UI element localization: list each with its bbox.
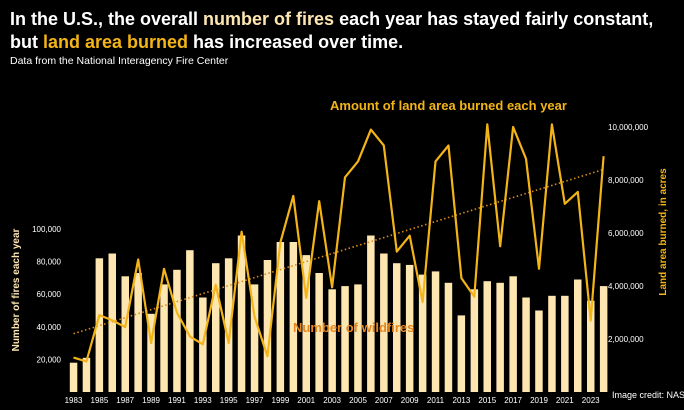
fires-bar-2000 [289, 242, 298, 392]
left-tick-label: 60,000 [37, 290, 62, 299]
x-tick-label: 2013 [453, 396, 471, 405]
fires-bar-2001 [302, 255, 310, 392]
left-axis-title: Number of fires each year [11, 228, 22, 351]
fires-bar-2006 [367, 235, 375, 392]
chart-headline: In the U.S., the overall number of fires… [10, 8, 682, 54]
fires-bar-1991 [173, 269, 181, 393]
fires-bar-2009 [405, 264, 414, 392]
fires-bar-2018 [522, 297, 530, 392]
x-tick-label: 1989 [142, 396, 160, 405]
fires-bar-2023 [587, 300, 595, 392]
right-tick-label: 4,000,000 [608, 282, 644, 291]
line-series-label: Amount of land area burned each year [330, 98, 567, 113]
image-credit: Image credit: NASA [612, 390, 684, 400]
x-tick-label: 2023 [582, 396, 600, 405]
fires-bar-2015 [483, 281, 491, 392]
fires-bar-2007 [380, 253, 388, 392]
fires-bar-2024 [599, 286, 608, 392]
fires-bar-1988 [134, 273, 142, 392]
fires-bar-2013 [457, 315, 466, 392]
source-note: Data from the National Interagency Fire … [10, 55, 229, 67]
left-tick-label: 20,000 [37, 355, 62, 364]
fires-bar-1996 [237, 235, 246, 392]
x-tick-label: 1985 [91, 396, 109, 405]
right-y-axis: 2,000,000 4,000,000 6,000,000 8,000,000 10,0… [608, 123, 649, 344]
fires-bar-1998 [263, 260, 272, 392]
right-tick-label: 8,000,000 [608, 176, 644, 185]
fires-bar-1992 [186, 250, 194, 392]
fires-bar-2021 [561, 295, 569, 392]
x-tick-label: 1995 [220, 396, 238, 405]
x-axis: 1983 1985 1987 1989 1991 1993 1995 1997 1999 2001… [65, 396, 601, 405]
fires-bar-2014 [470, 289, 479, 392]
x-tick-label: 2021 [556, 396, 574, 405]
right-tick-label: 10,000,000 [608, 123, 649, 132]
headline-part4: has increased over time. [188, 32, 404, 52]
x-tick-label: 2011 [427, 396, 445, 405]
fires-bar-2016 [496, 282, 504, 392]
x-tick-label: 2019 [530, 396, 548, 405]
x-tick-label: 2007 [375, 396, 393, 405]
fires-bar-1995 [224, 258, 233, 392]
fires-bar-1999 [276, 242, 285, 392]
left-tick-label: 80,000 [37, 258, 62, 267]
x-tick-label: 1993 [194, 396, 212, 405]
x-tick-label: 2005 [349, 396, 367, 405]
fires-bar-1989 [147, 313, 155, 392]
fires-bar-1985 [95, 258, 104, 392]
trend-line [73, 168, 604, 335]
headline-part2: each year has stayed fairly constant, [334, 9, 654, 29]
x-tick-label: 2015 [478, 396, 496, 405]
x-tick-label: 1999 [272, 396, 290, 405]
left-y-axis: 20,000 40,000 60,000 80,000 100,000 [32, 225, 61, 364]
fires-bar-1997 [250, 284, 259, 392]
fires-bar-1987 [121, 276, 129, 392]
x-tick-label: 2003 [323, 396, 341, 405]
bar-series-label: Number of wildfires [293, 320, 414, 335]
headline-part3: but [10, 32, 43, 52]
fires-bar-2012 [444, 282, 453, 392]
x-tick-label: 1983 [65, 396, 83, 405]
x-tick-label: 1997 [246, 396, 264, 405]
x-tick-label: 2001 [297, 396, 315, 405]
right-axis-title: Land area burned, in acres [658, 168, 669, 296]
fires-bar-1983 [69, 362, 78, 392]
acres-line [73, 123, 605, 363]
fires-bar-1994 [212, 263, 220, 392]
fires-bar-2010 [418, 274, 427, 392]
fires-bar-2011 [431, 271, 440, 392]
headline-highlight-fires: number of fires [203, 9, 335, 29]
fires-bar-2017 [509, 276, 517, 392]
x-tick-label: 1987 [116, 396, 134, 405]
fires-bar-2008 [393, 263, 401, 392]
fires-bar-2004 [341, 286, 349, 392]
fires-bar-2005 [354, 284, 362, 392]
left-tick-label: 40,000 [37, 323, 62, 332]
headline-highlight-area: land area burned [43, 32, 189, 52]
right-tick-label: 6,000,000 [608, 229, 644, 238]
x-tick-label: 2009 [401, 396, 419, 405]
x-tick-label: 2017 [504, 396, 522, 405]
right-tick-label: 2,000,000 [608, 335, 644, 344]
fires-bar-2019 [535, 310, 543, 392]
acres-line-group [73, 123, 605, 363]
x-tick-label: 1991 [168, 396, 186, 405]
fires-bars [69, 235, 608, 393]
headline-part1: In the U.S., the overall [10, 9, 204, 29]
left-tick-label: 100,000 [32, 225, 61, 234]
fires-bar-1984 [82, 357, 91, 392]
fires-bar-1986 [108, 253, 116, 392]
fires-bar-1990 [160, 284, 168, 392]
fires-bar-2022 [574, 279, 582, 392]
trend-line-group [73, 168, 604, 335]
fires-bar-2002 [315, 273, 323, 392]
fires-bar-2003 [328, 289, 336, 392]
fires-bar-2020 [548, 295, 556, 392]
